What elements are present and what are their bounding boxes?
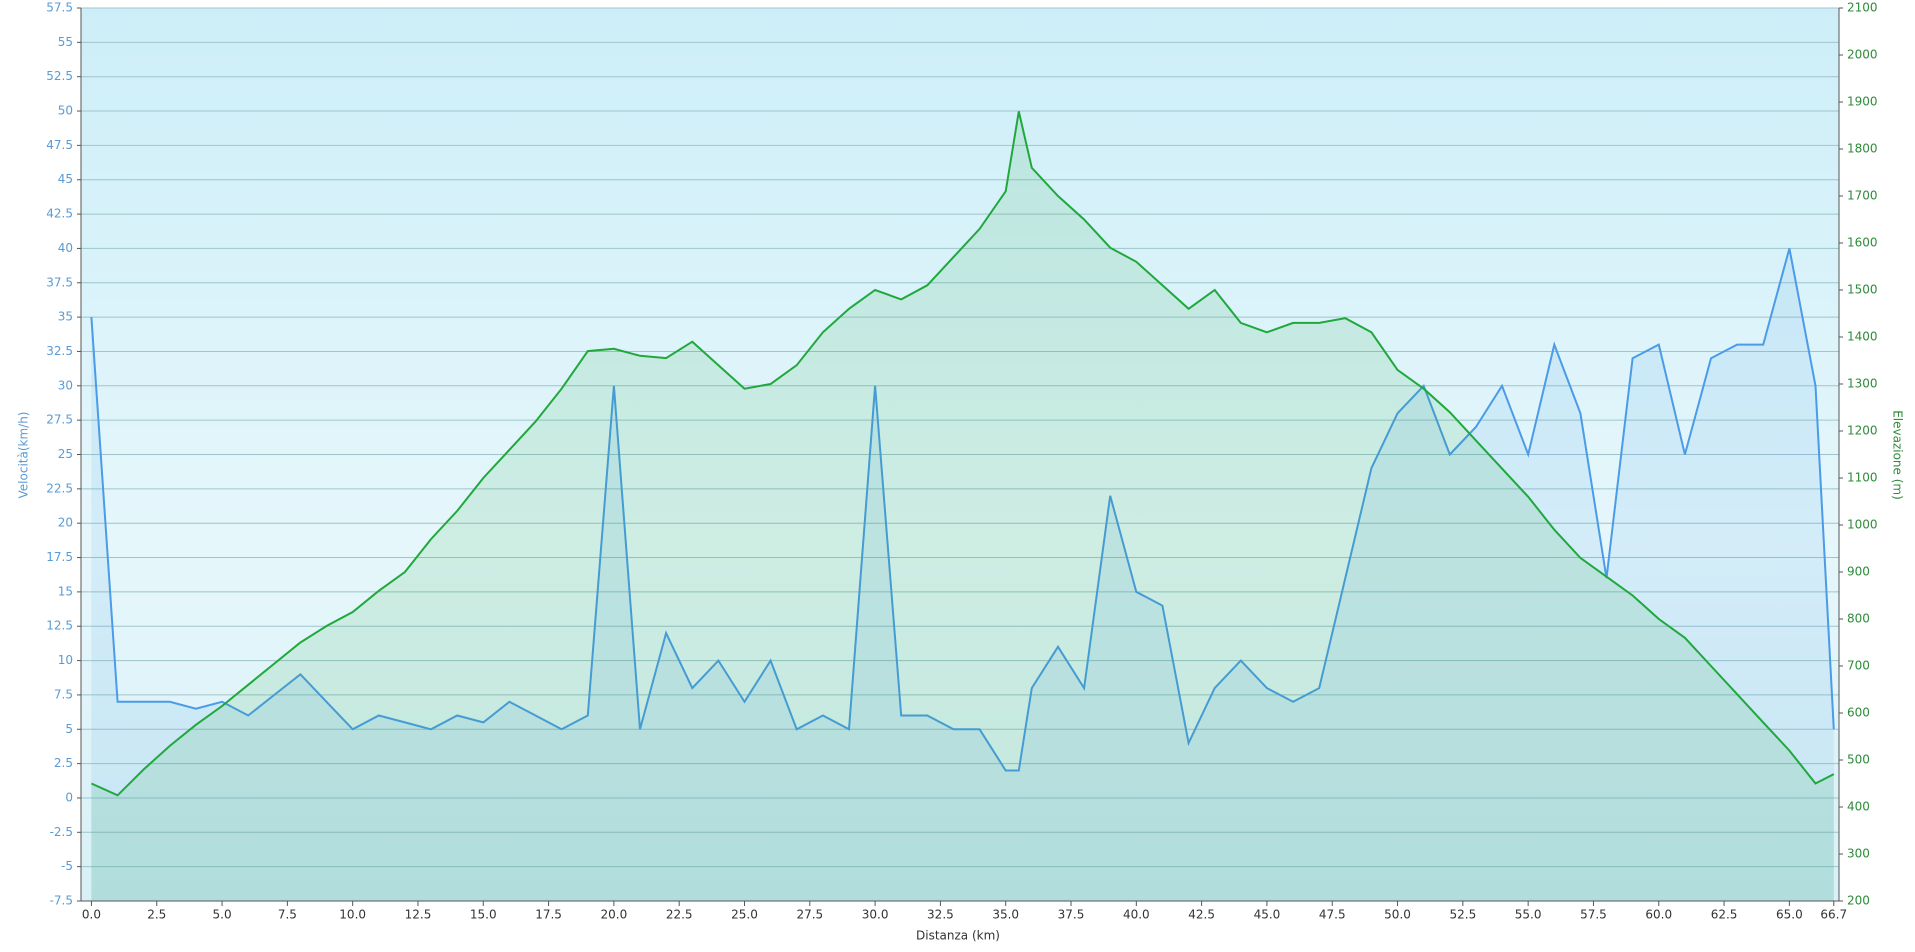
y-tick-label: 20 — [58, 516, 73, 530]
series-line — [90, 111, 1835, 797]
y-tick-label: 47.5 — [46, 138, 73, 152]
y-tick-label: 50 — [58, 104, 73, 118]
y-tick-label: 37.5 — [46, 275, 73, 289]
y2-axis-title: Elevazione (m) — [1891, 410, 1905, 500]
y2-tick-label: 300 — [1847, 847, 1870, 861]
x-tick-label: 0.0 — [82, 908, 101, 922]
y2-tick-label: 1300 — [1847, 377, 1878, 391]
y2-tick-label: 700 — [1847, 659, 1870, 673]
x-tick-label: 25.0 — [731, 908, 758, 922]
y2-tick-label: 1700 — [1847, 189, 1878, 203]
y2-tick-label: 600 — [1847, 706, 1870, 720]
y2-tick-label: 1500 — [1847, 283, 1878, 297]
y-tick-label: 45 — [58, 172, 73, 186]
y-tick-label: 42.5 — [46, 207, 73, 221]
x-tick-label: 62.5 — [1711, 908, 1738, 922]
y2-tick-label: 2000 — [1847, 48, 1878, 62]
y-tick-label: 5 — [65, 722, 73, 736]
y-tick-label: 7.5 — [54, 687, 73, 701]
y-tick-label: 25 — [58, 447, 73, 461]
y-tick-label: 52.5 — [46, 69, 73, 83]
x-tick-label: 27.5 — [796, 908, 823, 922]
x-tick-label: 50.0 — [1384, 908, 1411, 922]
x-tick-label: 66.7 — [1820, 908, 1847, 922]
x-tick-label: 57.5 — [1580, 908, 1607, 922]
area-fill — [91, 248, 1834, 901]
y-axis-title: Velocità(km/h) — [17, 412, 31, 499]
y-tick-label: 15 — [58, 584, 73, 598]
x-tick-label: 47.5 — [1319, 908, 1346, 922]
x-tick-label: 12.5 — [405, 908, 432, 922]
y-tick-label: 12.5 — [46, 619, 73, 633]
x-tick-label: 65.0 — [1776, 908, 1803, 922]
y2-tick-label: 1400 — [1847, 330, 1878, 344]
area-fill — [91, 111, 1834, 901]
x-tick-label: 20.0 — [601, 908, 628, 922]
x-tick-label: 22.5 — [666, 908, 693, 922]
x-tick-label: 40.0 — [1123, 908, 1150, 922]
y-tick-label: 35 — [58, 310, 73, 324]
y-tick-label: 2.5 — [54, 756, 73, 770]
y-tick-label: 57.5 — [46, 1, 73, 15]
y2-tick-label: 1000 — [1847, 518, 1878, 532]
x-tick-label: 60.0 — [1645, 908, 1672, 922]
y2-tick-label: 2100 — [1847, 1, 1878, 15]
y2-tick-label: 1200 — [1847, 424, 1878, 438]
x-tick-label: 32.5 — [927, 908, 954, 922]
x-tick-label: 15.0 — [470, 908, 497, 922]
x-tick-label: 5.0 — [213, 908, 232, 922]
x-axis-title: Distanza (km) — [916, 929, 1000, 943]
x-tick-label: 17.5 — [535, 908, 562, 922]
x-tick-label: 55.0 — [1515, 908, 1542, 922]
y-tick-label: 32.5 — [46, 344, 73, 358]
y-tick-label: 55 — [58, 35, 73, 49]
y-tick-label: -2.5 — [50, 825, 73, 839]
y-tick-label: 27.5 — [46, 413, 73, 427]
x-tick-label: 10.0 — [339, 908, 366, 922]
x-tick-label: 7.5 — [278, 908, 297, 922]
y-tick-label: 40 — [58, 241, 73, 255]
y-tick-label: 0 — [65, 790, 73, 804]
x-tick-label: 2.5 — [147, 908, 166, 922]
y-tick-label: 17.5 — [46, 550, 73, 564]
x-tick-label: 45.0 — [1254, 908, 1281, 922]
y2-tick-label: 1800 — [1847, 142, 1878, 156]
y2-tick-label: 800 — [1847, 612, 1870, 626]
series-line — [90, 248, 1835, 772]
x-tick-label: 42.5 — [1188, 908, 1215, 922]
y-tick-label: 30 — [58, 378, 73, 392]
y2-tick-label: 400 — [1847, 800, 1870, 814]
y-tick-label: 22.5 — [46, 481, 73, 495]
x-tick-label: 37.5 — [1058, 908, 1085, 922]
x-tick-label: 35.0 — [992, 908, 1019, 922]
y2-tick-label: 1600 — [1847, 236, 1878, 250]
y2-tick-label: 1100 — [1847, 471, 1878, 485]
x-tick-label: 52.5 — [1449, 908, 1476, 922]
y2-tick-label: 1900 — [1847, 95, 1878, 109]
y2-tick-label: 900 — [1847, 565, 1870, 579]
y2-tick-label: 200 — [1847, 894, 1870, 908]
y-tick-label: 10 — [58, 653, 73, 667]
y-tick-label: -7.5 — [50, 894, 73, 908]
x-tick-label: 30.0 — [862, 908, 889, 922]
y2-tick-label: 500 — [1847, 753, 1870, 767]
y-tick-label: -5 — [61, 859, 73, 873]
